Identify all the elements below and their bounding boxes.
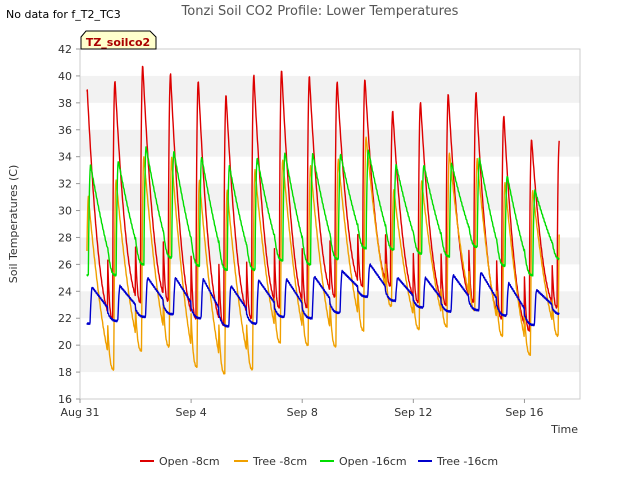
legend: Open -8cm Tree -8cm Open -16cm Tree -16cm: [140, 455, 498, 468]
y-tick-label: 16: [58, 393, 72, 406]
plot-frame: [79, 48, 581, 400]
grid-band: [80, 129, 580, 157]
x-axis-ticks: Aug 31 Sep 4 Sep 8 Sep 12 Sep 16: [61, 399, 544, 419]
y-tick-label: 22: [58, 312, 72, 325]
x-tick-label: Sep 4: [175, 406, 206, 419]
x-tick-label: Aug 31: [61, 406, 100, 419]
series-line-tree-16cm: [86, 263, 560, 328]
y-tick-label: 28: [58, 231, 72, 244]
legend-label-open-16cm: Open -16cm: [339, 455, 407, 468]
no-data-note: No data for f_T2_TC3: [6, 8, 121, 21]
y-tick-label: 30: [58, 205, 72, 218]
y-tick-label: 36: [58, 124, 72, 137]
x-axis-label: Time: [550, 423, 578, 436]
y-tick-label: 24: [58, 285, 72, 298]
y-tick-label: 42: [58, 43, 72, 56]
x-tick-label: Sep 16: [505, 406, 543, 419]
grid-band: [80, 183, 580, 211]
site-tag-box: [80, 30, 157, 50]
series-line-open-16cm: [86, 146, 560, 277]
y-tick-label: 34: [58, 151, 72, 164]
y-axis-ticks: 16 18 20 22 24 26 28 30 32 34 36 38 40 42: [58, 43, 80, 406]
series-lines: [86, 65, 560, 375]
series-line-open-8cm: [86, 65, 560, 332]
legend-label-open-8cm: Open -8cm: [159, 455, 220, 468]
y-tick-label: 32: [58, 178, 72, 191]
legend-label-tree-8cm: Tree -8cm: [252, 455, 307, 468]
grid-band: [80, 345, 580, 373]
y-tick-label: 40: [58, 70, 72, 83]
y-tick-label: 20: [58, 339, 72, 352]
grid-band: [80, 75, 580, 103]
chart-title: Tonzi Soil CO2 Profile: Lower Temperatur…: [181, 4, 459, 19]
site-tag-label: TZ_soilco2: [86, 36, 150, 49]
y-axis-label: Soil Temperatures (C): [7, 165, 20, 284]
y-tick-label: 18: [58, 366, 72, 379]
legend-label-tree-16cm: Tree -16cm: [436, 455, 498, 468]
x-tick-label: Sep 12: [394, 406, 432, 419]
y-tick-label: 38: [58, 97, 72, 110]
y-tick-label: 26: [58, 258, 72, 271]
x-tick-label: Sep 8: [287, 406, 318, 419]
plot-area: [80, 49, 580, 399]
site-tag: TZ_soilco2: [80, 30, 157, 50]
series-line-tree-8cm: [86, 136, 560, 375]
